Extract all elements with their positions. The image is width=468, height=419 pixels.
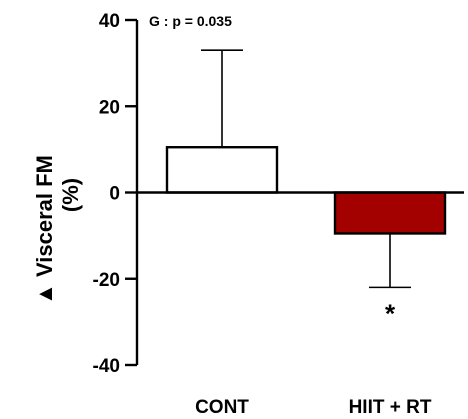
y-axis-label: Visceral FM	[32, 155, 57, 277]
y-axis: 40 20 0 -20 -40	[93, 11, 139, 377]
significance-marks: *	[385, 298, 396, 328]
y-tick-label: -40	[93, 356, 120, 377]
y-tick-label: -20	[93, 270, 120, 291]
y-tick-label: 0	[109, 184, 120, 205]
y-axis-title: ▲ Visceral FM (%)	[32, 155, 83, 305]
error-bars	[201, 49, 411, 289]
y-tick-label: 40	[99, 11, 120, 32]
bars	[165, 146, 447, 235]
bar-cont	[165, 146, 279, 194]
bar-hiit-rt	[333, 191, 447, 235]
x-category-label: HIIT + RT	[349, 397, 432, 418]
x-category-label: CONT	[195, 397, 249, 418]
delta-symbol: ▲	[32, 283, 57, 305]
significance-star: *	[385, 298, 396, 328]
y-axis-unit: (%)	[58, 178, 83, 212]
y-tick-label: 20	[99, 97, 120, 118]
p-value-annotation: G : p = 0.035	[149, 13, 232, 29]
category-labels: CONT HIIT + RT	[195, 397, 432, 418]
